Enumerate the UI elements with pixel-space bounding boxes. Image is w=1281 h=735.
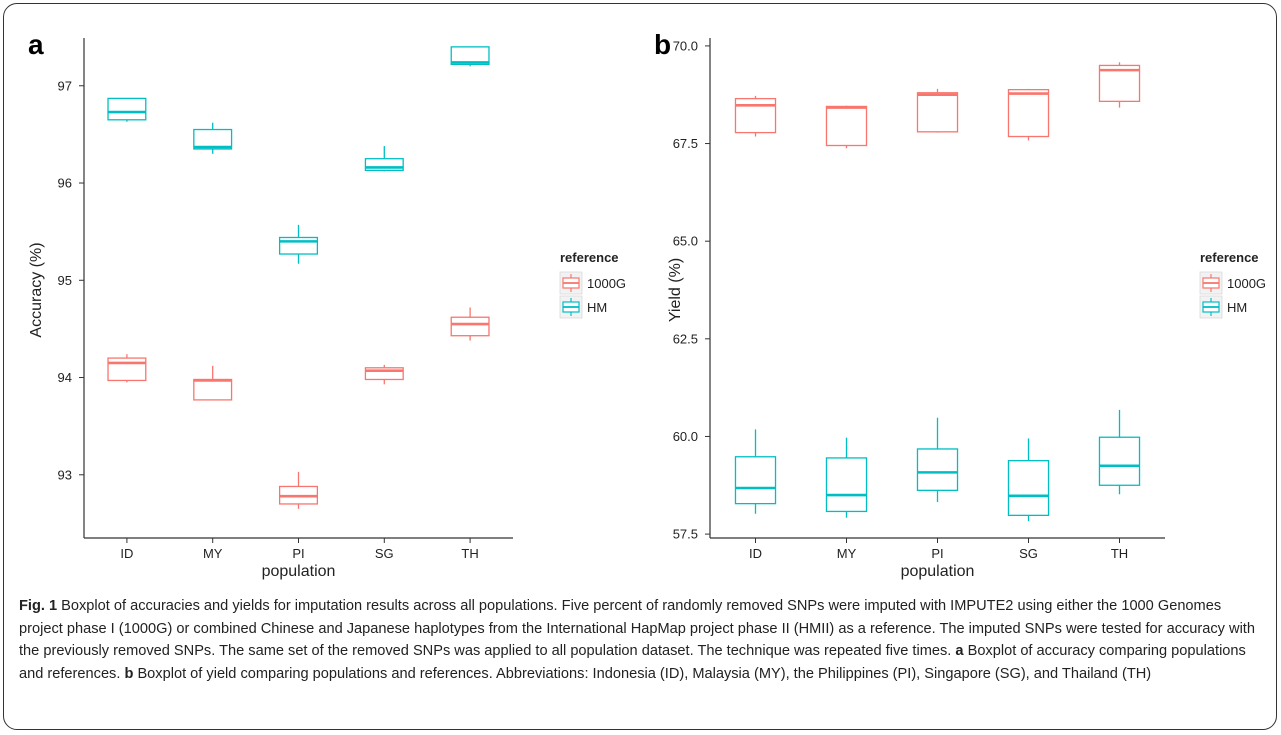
box-body xyxy=(1098,64,1141,103)
box-HM-PI xyxy=(278,224,319,264)
box-HM-TH xyxy=(1098,409,1141,495)
y-tick-label: 65.0 xyxy=(673,234,698,249)
box-body xyxy=(278,236,319,255)
caption-part-a-text: Boxplot of accuracy comparing population… xyxy=(19,643,1246,682)
figure-caption: Fig. 1 Boxplot of accuracies and yields … xyxy=(19,595,1264,685)
box-1000G-PI xyxy=(278,471,319,509)
x-axis-title: population xyxy=(262,563,336,580)
panel-letter-a: a xyxy=(28,29,44,60)
box-HM-MY xyxy=(193,122,233,154)
y-tick-label: 94 xyxy=(58,370,72,385)
x-tick-label: MY xyxy=(837,546,857,561)
y-tick-label: 67.5 xyxy=(673,136,698,151)
legend-title: reference xyxy=(560,250,619,265)
box-1000G-SG xyxy=(1007,88,1050,141)
box-HM-ID xyxy=(107,97,147,122)
legend-label-HM: HM xyxy=(587,300,607,315)
caption-part-b-text: Boxplot of yield comparing populations a… xyxy=(133,665,1152,682)
box-HM-SG xyxy=(364,146,404,172)
caption-part-b-label: b xyxy=(124,665,134,682)
box-body xyxy=(734,456,777,505)
legend-label-1000G: 1000G xyxy=(1227,276,1266,291)
box-body xyxy=(825,105,868,147)
box-body xyxy=(450,46,490,66)
box-body xyxy=(364,367,404,381)
box-body xyxy=(1098,436,1141,486)
box-body xyxy=(1007,88,1050,138)
box-body xyxy=(107,97,147,121)
x-tick-label: SG xyxy=(1019,546,1038,561)
y-tick-label: 95 xyxy=(58,273,72,288)
x-tick-label: ID xyxy=(749,546,762,561)
box-1000G-MY xyxy=(193,365,233,401)
y-tick-label: 96 xyxy=(58,176,72,191)
y-axis-title: Accuracy (%) xyxy=(28,242,45,337)
box-body xyxy=(1007,460,1050,516)
y-axis-title: Yield (%) xyxy=(667,258,684,322)
x-tick-label: MY xyxy=(203,546,223,561)
box-HM-MY xyxy=(825,437,868,518)
x-tick-label: TH xyxy=(1111,546,1128,561)
legend-b: reference 1000G HM xyxy=(1199,250,1266,319)
box-body xyxy=(364,158,404,172)
chart-panel-b: b 57.5 60.0 62.5 65.0 67.5 70.0 ID MY PI SG TH popul… xyxy=(654,29,1266,580)
figure-plots: a 93 94 95 96 97 ID MY PI SG TH population Accuracy … xyxy=(28,29,1266,580)
x-axis-title: population xyxy=(901,563,975,580)
caption-figure-label: Fig. 1 xyxy=(19,598,58,614)
box-1000G-ID xyxy=(734,95,777,137)
box-HM-PI xyxy=(916,417,959,503)
box-body xyxy=(107,357,147,382)
box-body xyxy=(916,448,959,492)
box-HM-SG xyxy=(1007,438,1050,522)
y-tick-label: 60.0 xyxy=(673,429,698,444)
x-tick-label: SG xyxy=(375,546,394,561)
legend-title: reference xyxy=(1200,250,1259,265)
y-tick-label: 97 xyxy=(58,78,72,93)
x-tick-label: ID xyxy=(120,546,133,561)
y-tick-label: 70.0 xyxy=(673,38,698,53)
legend-label-1000G: 1000G xyxy=(587,276,626,291)
box-body xyxy=(450,316,490,337)
box-HM-ID xyxy=(734,429,777,514)
box-1000G-TH xyxy=(450,307,490,341)
box-body xyxy=(825,457,868,513)
y-tick-label: 62.5 xyxy=(673,331,698,346)
chart-panel-a: a 93 94 95 96 97 ID MY PI SG TH population Accuracy … xyxy=(28,29,626,580)
x-tick-label: PI xyxy=(931,546,943,561)
box-1000G-SG xyxy=(364,364,404,385)
box-body xyxy=(193,378,233,401)
panel-letter-b: b xyxy=(654,29,671,60)
box-1000G-ID xyxy=(107,354,147,383)
box-body xyxy=(916,92,959,133)
box-1000G-TH xyxy=(1098,62,1141,108)
legend-label-HM: HM xyxy=(1227,300,1247,315)
box-HM-TH xyxy=(450,46,490,67)
box-body xyxy=(193,128,233,150)
caption-part-a-label: a xyxy=(955,643,964,659)
box-body xyxy=(734,97,777,134)
y-tick-label: 93 xyxy=(58,467,72,482)
legend-a: reference 1000G HM xyxy=(559,250,626,319)
caption-intro: Boxplot of accuracies and yields for imp… xyxy=(19,598,1255,659)
box-1000G-PI xyxy=(916,88,959,133)
box-1000G-MY xyxy=(825,105,868,149)
x-tick-label: PI xyxy=(292,546,304,561)
figure-frame xyxy=(3,3,1277,730)
x-tick-label: TH xyxy=(461,546,478,561)
y-tick-label: 57.5 xyxy=(673,527,698,542)
